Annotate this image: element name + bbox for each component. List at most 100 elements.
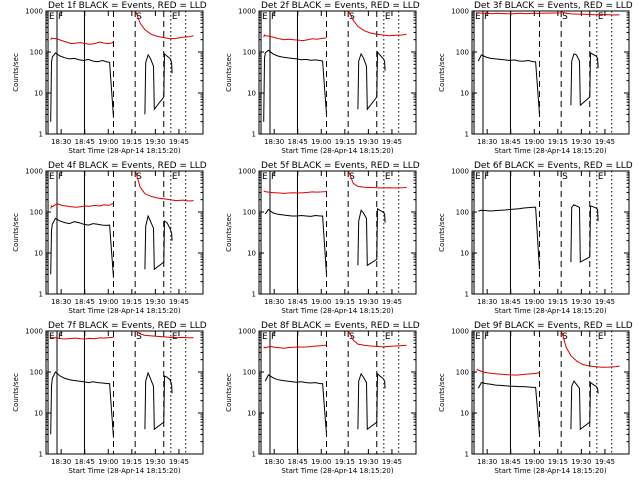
x-axis-label: Start Time (28-Apr-14 18:15:20) xyxy=(281,467,393,475)
y-tick-label: 10 xyxy=(247,250,256,258)
x-tick-label: 19:45 xyxy=(382,458,402,466)
x-tick-label: 19:45 xyxy=(595,298,615,306)
y-tick-label: 100 xyxy=(456,209,469,217)
panel-4: Det 4f BLACK = Events, RED = LLD 1 10 100 10… xyxy=(12,161,207,315)
y-tick-label: 1000 xyxy=(25,8,43,16)
panel-title: Det 9f BLACK = Events, RED = LLD xyxy=(474,321,633,331)
marker-label: S xyxy=(562,172,568,182)
plot-frame xyxy=(258,330,417,455)
y-tick-label: 1000 xyxy=(238,8,256,16)
marker-label: F xyxy=(271,12,276,22)
marker-label: S xyxy=(349,12,355,22)
x-tick-label: 18:45 xyxy=(288,138,308,146)
y-tick-label: 10 xyxy=(34,410,43,418)
x-axis-label: Start Time (28-Apr-14 18:15:20) xyxy=(68,307,180,315)
x-tick-label: 19:30 xyxy=(571,298,591,306)
marker-label: E xyxy=(262,332,268,342)
marker-label: S xyxy=(349,332,355,342)
x-tick-label: 19:15 xyxy=(548,138,568,146)
lld-series-line xyxy=(50,171,194,209)
y-axis-label: Counts/sec xyxy=(225,373,233,412)
x-tick-label: 18:45 xyxy=(75,458,95,466)
y-axis-label: Counts/sec xyxy=(12,213,20,252)
y-tick-label: 1000 xyxy=(451,328,469,336)
marker-label: F xyxy=(271,332,276,342)
x-tick-label: 18:30 xyxy=(51,138,71,146)
x-tick-label: 18:30 xyxy=(264,138,284,146)
panel-title: Det 3f BLACK = Events, RED = LLD xyxy=(474,1,633,11)
y-tick-label: 10 xyxy=(34,250,43,258)
x-tick-label: 19:15 xyxy=(548,298,568,306)
x-tick-label: 19:00 xyxy=(524,138,544,146)
x-tick-label: 19:30 xyxy=(358,298,378,306)
lld-series-line xyxy=(476,331,620,376)
panel-title: Det 6f BLACK = Events, RED = LLD xyxy=(474,161,633,171)
marker-label: E xyxy=(172,172,178,182)
events-series-line xyxy=(50,52,173,122)
marker-label: E xyxy=(475,12,481,22)
panel-title: Det 1f BLACK = Events, RED = LLD xyxy=(48,1,207,11)
x-tick-label: 19:00 xyxy=(311,458,331,466)
marker-label: E xyxy=(385,332,391,342)
panel-8: Det 8f BLACK = Events, RED = LLD 1 10 100 10… xyxy=(225,321,420,475)
panel-3: Det 3f BLACK = Events, RED = LLD 1 10 100 10… xyxy=(438,1,633,155)
lld-series-line xyxy=(50,331,194,340)
x-tick-label: 18:30 xyxy=(264,458,284,466)
marker-label: E xyxy=(49,332,55,342)
x-axis-label: Start Time (28-Apr-14 18:15:20) xyxy=(494,147,606,155)
x-tick-label: 19:45 xyxy=(382,298,402,306)
x-tick-label: 18:45 xyxy=(75,138,95,146)
marker-label: F xyxy=(58,172,63,182)
y-axis-label: Counts/sec xyxy=(225,213,233,252)
plot-frame xyxy=(258,10,417,135)
y-tick-label: 100 xyxy=(243,369,256,377)
marker-label: E xyxy=(385,12,391,22)
x-tick-label: 19:15 xyxy=(548,458,568,466)
marker-label: E xyxy=(172,12,178,22)
x-tick-label: 19:15 xyxy=(122,138,142,146)
marker-label: E xyxy=(475,172,481,182)
y-tick-label: 1 xyxy=(252,131,256,139)
y-tick-label: 1 xyxy=(252,451,256,459)
x-tick-label: 18:30 xyxy=(477,138,497,146)
x-tick-label: 19:15 xyxy=(335,298,355,306)
marker-label: S xyxy=(136,332,142,342)
x-tick-label: 18:30 xyxy=(477,298,497,306)
marker-label: S xyxy=(562,332,568,342)
lld-series-line xyxy=(477,11,620,16)
events-series-line xyxy=(50,371,173,438)
marker-label: E xyxy=(262,172,268,182)
events-series-line xyxy=(264,372,386,435)
lld-series-line xyxy=(263,171,407,194)
marker-label: F xyxy=(271,172,276,182)
y-tick-label: 100 xyxy=(456,49,469,57)
x-tick-label: 18:30 xyxy=(51,458,71,466)
x-tick-label: 19:30 xyxy=(571,458,591,466)
marker-label: E xyxy=(385,172,391,182)
y-axis-label: Counts/sec xyxy=(225,53,233,92)
y-tick-label: 1000 xyxy=(25,168,43,176)
marker-label: E xyxy=(262,12,268,22)
y-tick-label: 1 xyxy=(465,131,469,139)
y-tick-label: 100 xyxy=(456,369,469,377)
plot-frame xyxy=(45,330,204,455)
panel-title: Det 2f BLACK = Events, RED = LLD xyxy=(261,1,420,11)
marker-label: F xyxy=(484,332,489,342)
x-axis-label: Start Time (28-Apr-14 18:15:20) xyxy=(68,467,180,475)
x-tick-label: 19:00 xyxy=(524,298,544,306)
marker-label: S xyxy=(136,12,142,22)
y-tick-label: 10 xyxy=(460,250,469,258)
x-tick-label: 19:30 xyxy=(358,458,378,466)
panel-title: Det 4f BLACK = Events, RED = LLD xyxy=(48,161,207,171)
y-axis-label: Counts/sec xyxy=(12,53,20,92)
marker-label: E xyxy=(475,332,481,342)
x-tick-label: 19:00 xyxy=(98,458,118,466)
x-tick-label: 19:45 xyxy=(169,458,189,466)
panel-1: Det 1f BLACK = Events, RED = LLD 1 10 100 10… xyxy=(12,1,207,155)
x-tick-label: 19:15 xyxy=(122,298,142,306)
y-tick-label: 1000 xyxy=(451,8,469,16)
x-tick-label: 19:30 xyxy=(145,138,165,146)
panel-7: Det 7f BLACK = Events, RED = LLD 1 10 100 10… xyxy=(12,321,207,475)
x-axis-label: Start Time (28-Apr-14 18:15:20) xyxy=(281,307,393,315)
y-tick-label: 100 xyxy=(30,209,43,217)
